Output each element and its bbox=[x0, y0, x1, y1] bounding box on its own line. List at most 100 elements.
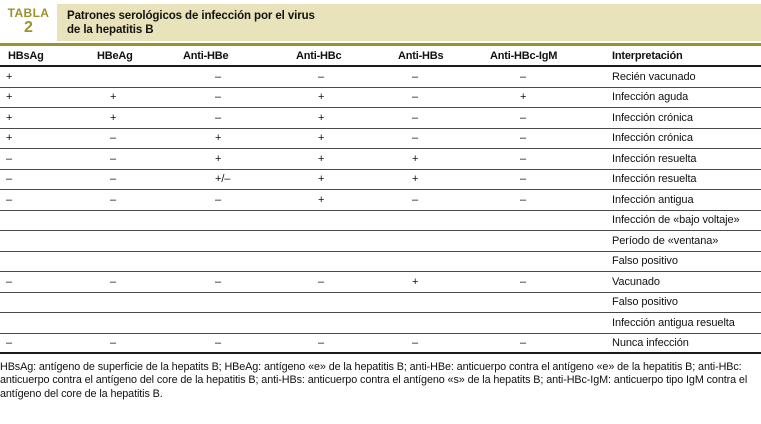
marker-cell: + bbox=[520, 91, 527, 104]
interpretation-cell: Infección resuelta bbox=[612, 173, 697, 186]
column-header-hbsag: HBsAg bbox=[8, 49, 44, 62]
table-row: + – + + – – Infección crónica bbox=[0, 129, 761, 149]
marker-cell: – bbox=[318, 70, 325, 83]
interpretation-cell: Período de «ventana» bbox=[612, 234, 719, 247]
header-divider-rule bbox=[0, 43, 761, 46]
interpretation-cell: Recién vacunado bbox=[612, 70, 696, 83]
table-row: Infección antigua resuelta bbox=[0, 313, 761, 334]
marker-cell: – bbox=[110, 193, 117, 206]
column-header-anti-hbe: Anti-HBe bbox=[183, 49, 229, 62]
table-header: TABLA 2 Patrones serológicos de infecció… bbox=[0, 4, 761, 41]
marker-cell: – bbox=[215, 91, 222, 104]
table-title-line-2: de la hepatitis B bbox=[67, 24, 154, 36]
marker-cell: – bbox=[215, 193, 222, 206]
table-row: Infección de «bajo voltaje» bbox=[0, 211, 761, 231]
marker-cell: + bbox=[318, 152, 325, 165]
table-row: Falso positivo bbox=[0, 252, 761, 272]
marker-cell: + bbox=[318, 173, 325, 186]
marker-cell: – bbox=[412, 336, 419, 349]
table-row: + – – – – Recién vacunado bbox=[0, 67, 761, 88]
marker-cell: – bbox=[412, 91, 419, 104]
interpretation-cell: Falso positivo bbox=[612, 296, 678, 309]
marker-cell: – bbox=[520, 173, 527, 186]
column-header-row: HBsAg HBeAg Anti-HBe Anti-HBc Anti-HBs A… bbox=[0, 46, 761, 67]
table-title-box: Patrones serológicos de infección por el… bbox=[57, 4, 761, 41]
marker-cell: – bbox=[215, 70, 222, 83]
marker-cell: – bbox=[6, 336, 13, 349]
footnote-line-1: HBsAg: antígeno de superficie de la hepa… bbox=[0, 361, 742, 373]
interpretation-cell: Vacunado bbox=[612, 275, 660, 288]
marker-cell: – bbox=[110, 152, 117, 165]
marker-cell: + bbox=[318, 193, 325, 206]
marker-cell: + bbox=[6, 91, 13, 104]
marker-cell: + bbox=[6, 132, 13, 145]
marker-cell: + bbox=[412, 152, 419, 165]
marker-cell: + bbox=[110, 111, 117, 124]
marker-cell: + bbox=[215, 152, 222, 165]
marker-cell: – bbox=[520, 336, 527, 349]
marker-cell: – bbox=[520, 275, 527, 288]
interpretation-cell: Infección crónica bbox=[612, 132, 693, 145]
interpretation-cell: Infección antigua resuelta bbox=[612, 316, 735, 329]
marker-cell: – bbox=[520, 111, 527, 124]
table-body: + – – – – Recién vacunado + + – + – + In… bbox=[0, 67, 761, 354]
table-row: Período de «ventana» bbox=[0, 231, 761, 252]
interpretation-cell: Infección de «bajo voltaje» bbox=[612, 214, 740, 227]
marker-cell: – bbox=[6, 193, 13, 206]
marker-cell: – bbox=[412, 70, 419, 83]
marker-cell: + bbox=[412, 173, 419, 186]
marker-cell: – bbox=[215, 336, 222, 349]
marker-cell: – bbox=[318, 275, 325, 288]
table-footnote: HBsAg: antígeno de superficie de la hepa… bbox=[0, 361, 761, 401]
marker-cell: + bbox=[318, 111, 325, 124]
table-label-number: 2 bbox=[24, 19, 33, 36]
interpretation-cell: Nunca infección bbox=[612, 336, 689, 349]
marker-cell: – bbox=[215, 111, 222, 124]
interpretation-cell: Falso positivo bbox=[612, 255, 678, 268]
marker-cell: + bbox=[6, 111, 13, 124]
interpretation-cell: Infección resuelta bbox=[612, 152, 697, 165]
footnote-line-3: antígeno del core de la hepatitis B. bbox=[0, 387, 163, 400]
marker-cell: – bbox=[110, 336, 117, 349]
column-header-anti-hbc-igm: Anti-HBc-IgM bbox=[490, 49, 558, 62]
table-row: – – – + – – Infección antigua bbox=[0, 190, 761, 211]
marker-cell: + bbox=[318, 91, 325, 104]
column-header-anti-hbs: Anti-HBs bbox=[398, 49, 444, 62]
marker-cell: + bbox=[110, 91, 117, 104]
table-row: – – – – – – Nunca infección bbox=[0, 334, 761, 354]
marker-cell: – bbox=[318, 336, 325, 349]
marker-cell: – bbox=[6, 152, 13, 165]
marker-cell: – bbox=[6, 275, 13, 288]
table-row: – – +/– + + – Infección resuelta bbox=[0, 170, 761, 190]
column-header-anti-hbc: Anti-HBc bbox=[296, 49, 342, 62]
marker-cell: – bbox=[6, 173, 13, 186]
marker-cell: – bbox=[412, 111, 419, 124]
marker-cell: – bbox=[110, 173, 117, 186]
table-row: Falso positivo bbox=[0, 293, 761, 313]
marker-cell: – bbox=[215, 275, 222, 288]
marker-cell: + bbox=[215, 132, 222, 145]
interpretation-cell: Infección aguda bbox=[612, 91, 689, 104]
table-row: – – + + + – Infección resuelta bbox=[0, 149, 761, 170]
marker-cell: + bbox=[412, 275, 419, 288]
interpretation-cell: Infección antigua bbox=[612, 193, 694, 206]
interpretation-cell: Infección crónica bbox=[612, 111, 693, 124]
column-header-interpretacion: Interpretación bbox=[612, 49, 683, 62]
marker-cell: – bbox=[412, 132, 419, 145]
table-title-line-1: Patrones serológicos de infección por el… bbox=[67, 10, 315, 22]
marker-cell: + bbox=[318, 132, 325, 145]
marker-cell: – bbox=[520, 193, 527, 206]
column-header-hbeag: HBeAg bbox=[97, 49, 133, 62]
table-number-label: TABLA 2 bbox=[0, 4, 57, 41]
marker-cell: – bbox=[412, 193, 419, 206]
marker-cell: – bbox=[520, 70, 527, 83]
marker-cell: – bbox=[520, 152, 527, 165]
footnote-line-2: anticuerpo contra el antígeno del core d… bbox=[0, 374, 748, 387]
table-row: + + – + – – Infección crónica bbox=[0, 108, 761, 129]
marker-cell: + bbox=[6, 70, 13, 83]
marker-cell: – bbox=[110, 275, 117, 288]
marker-cell: – bbox=[110, 132, 117, 145]
table-label-word: TABLA bbox=[7, 6, 50, 20]
marker-cell: +/– bbox=[215, 173, 231, 186]
